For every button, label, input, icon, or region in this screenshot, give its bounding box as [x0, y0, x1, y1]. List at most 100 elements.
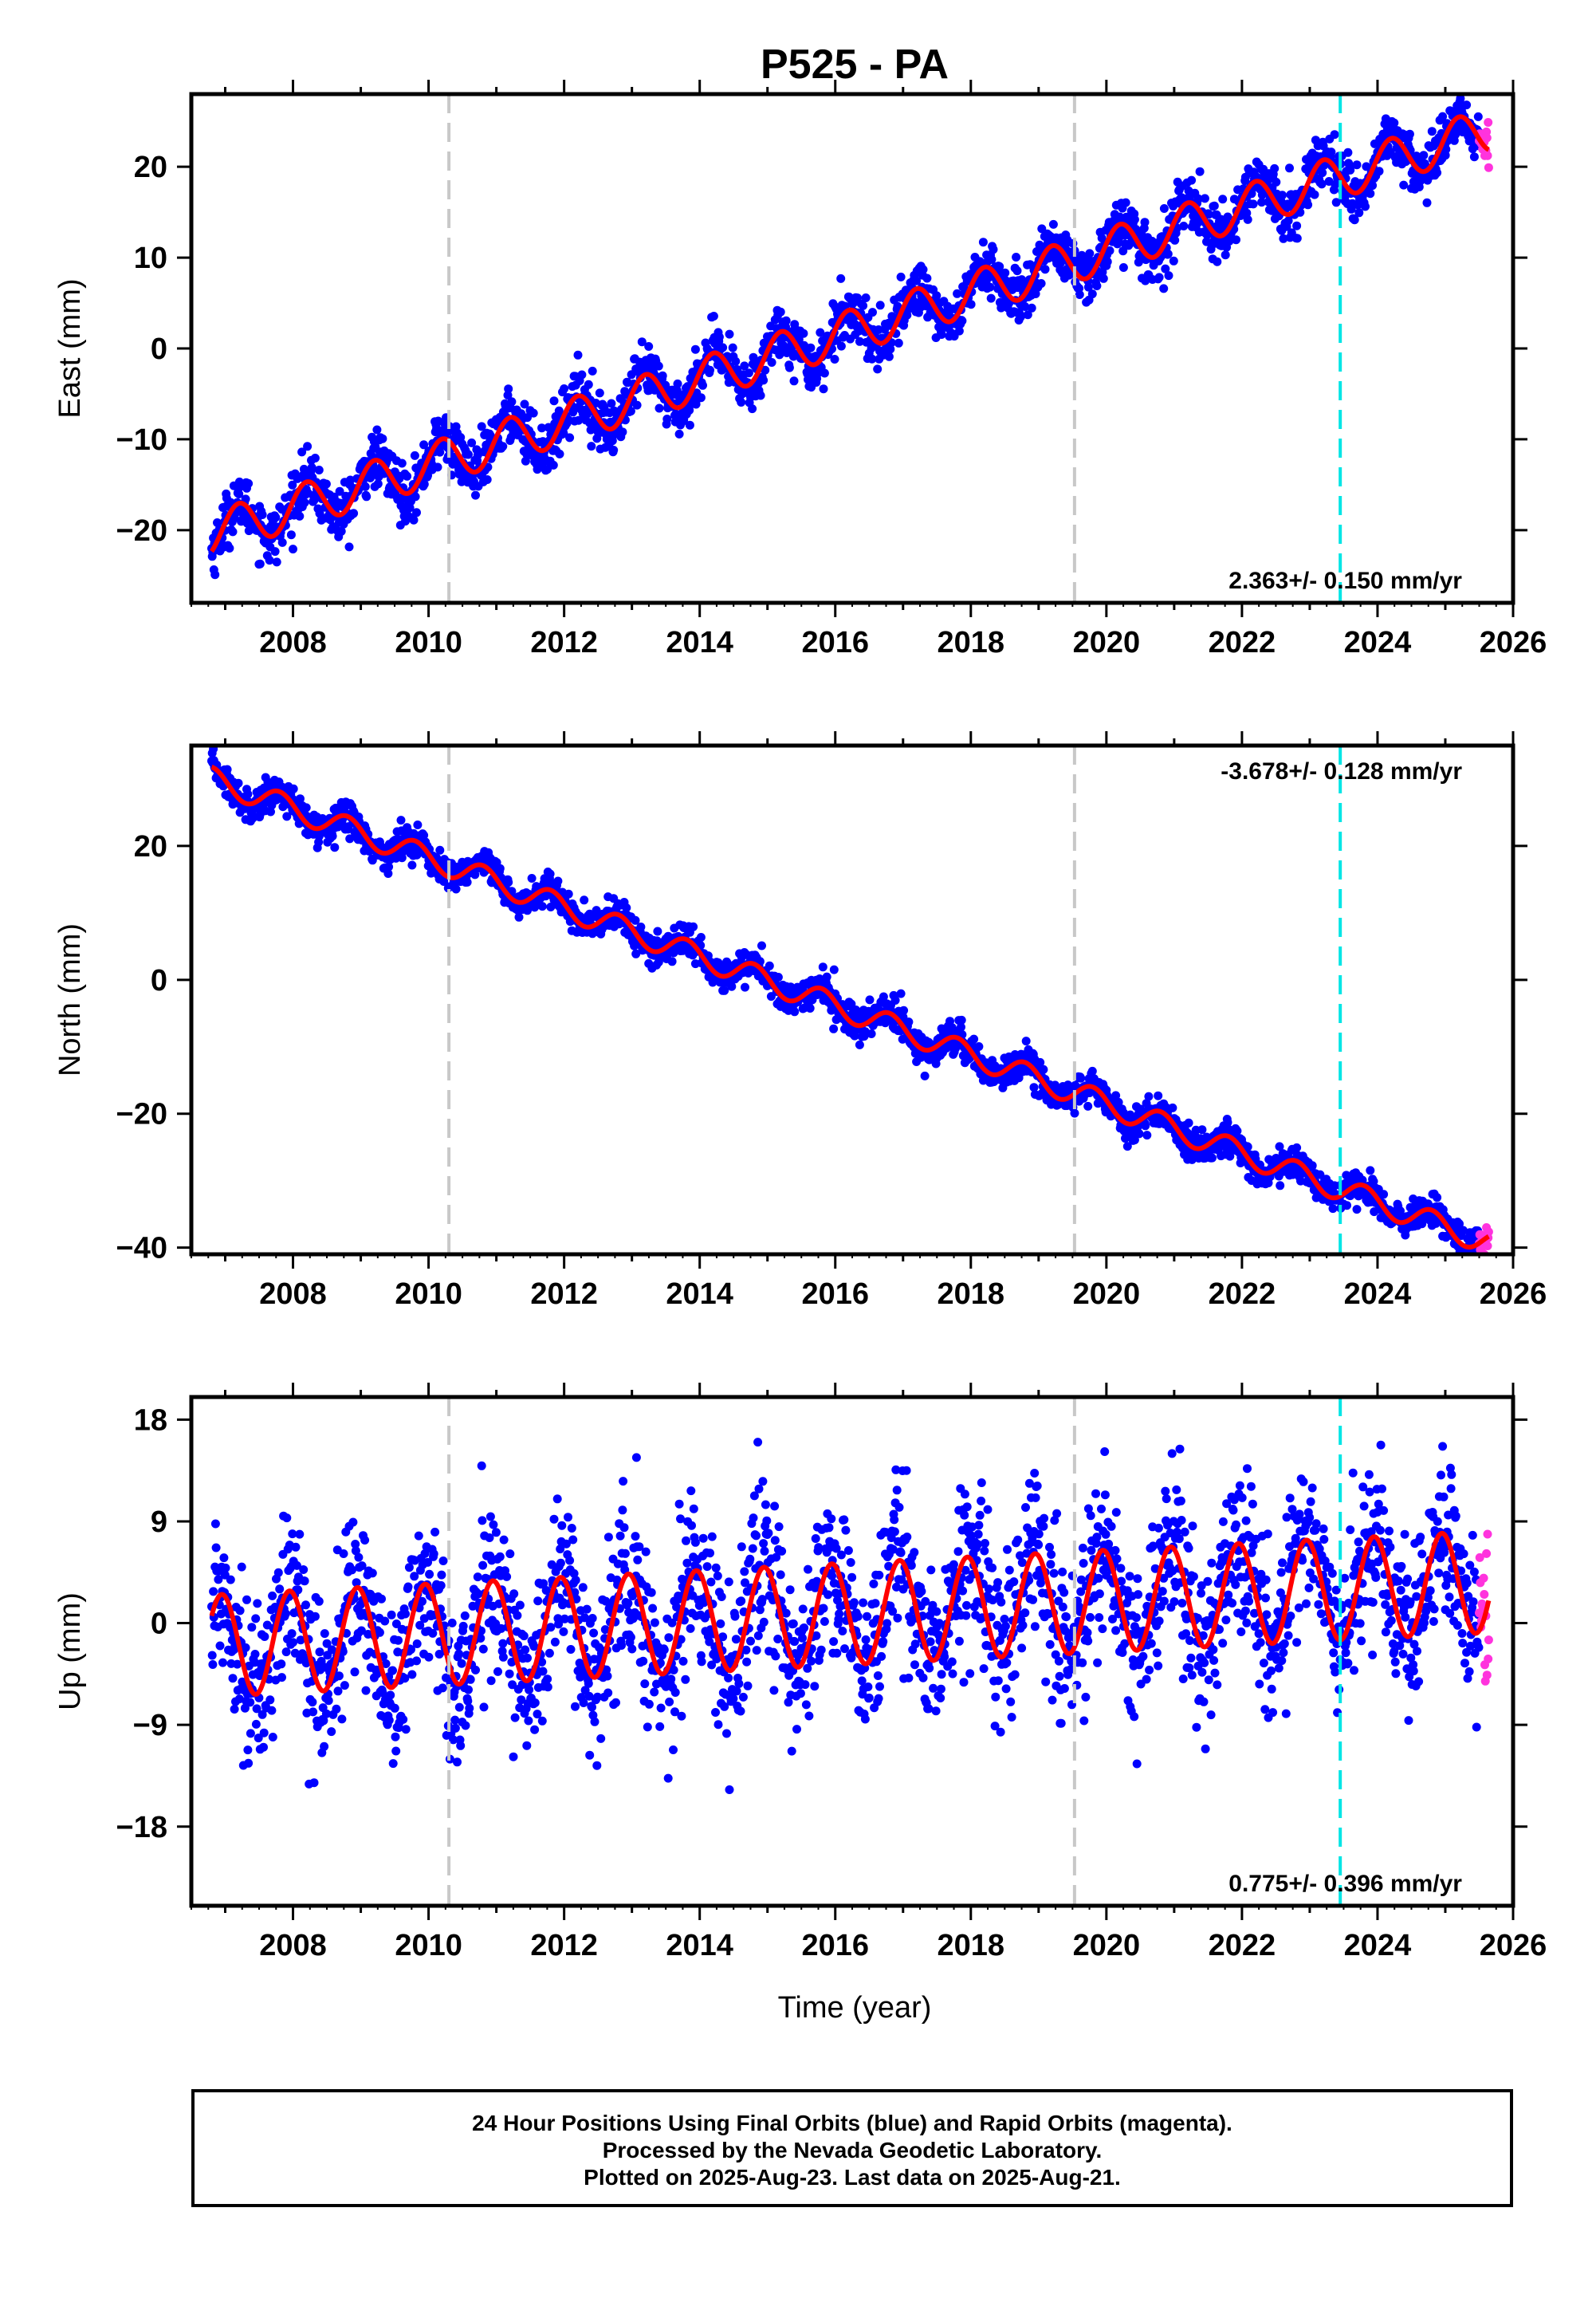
- final-orbit-point: [1279, 234, 1288, 243]
- final-orbit-point: [1342, 1201, 1351, 1210]
- final-orbit-point: [289, 545, 297, 554]
- x-tick-label: 2018: [938, 626, 1005, 659]
- final-orbit-point: [1456, 94, 1465, 103]
- final-orbit-point: [295, 511, 305, 521]
- final-orbit-point: [360, 482, 370, 491]
- final-orbit-point: [696, 933, 706, 942]
- final-orbit-point: [1317, 179, 1327, 189]
- final-orbit-point: [397, 458, 407, 468]
- final-orbit-point: [1154, 273, 1164, 282]
- final-orbit-point: [1283, 216, 1293, 226]
- x-tick-label: 2020: [1073, 1277, 1141, 1311]
- final-orbit-point: [920, 1071, 930, 1080]
- final-orbit-point: [553, 876, 563, 886]
- final-orbit-point: [875, 301, 885, 310]
- final-orbit-point: [986, 293, 996, 303]
- final-orbit-point: [549, 396, 559, 406]
- final-orbit-point: [698, 380, 707, 390]
- final-orbit-point: [419, 440, 429, 450]
- final-orbit-point: [995, 262, 1004, 271]
- final-orbit-point: [789, 376, 799, 386]
- final-orbit-point: [396, 816, 406, 825]
- x-tick-label: 2008: [259, 1277, 327, 1311]
- rapid-orbit-point: [1483, 151, 1492, 160]
- final-orbit-point: [1037, 224, 1047, 234]
- final-orbit-point: [974, 1042, 984, 1051]
- final-orbit-point: [1469, 152, 1479, 162]
- final-orbit-point: [1118, 246, 1128, 256]
- final-orbit-point: [904, 304, 914, 313]
- x-tick-label: 2026: [1480, 626, 1547, 659]
- final-orbit-point: [655, 403, 664, 413]
- final-orbit-point: [865, 995, 875, 1005]
- final-orbit-point: [618, 427, 627, 437]
- final-orbit-point: [215, 1641, 225, 1651]
- final-orbit-point: [1020, 302, 1030, 311]
- final-orbit-point: [1023, 310, 1032, 320]
- final-orbit-point: [896, 272, 906, 281]
- final-orbit-point: [529, 408, 538, 418]
- final-orbit-point: [894, 338, 903, 348]
- final-orbit-point: [1352, 160, 1362, 170]
- final-orbit-point: [725, 329, 734, 339]
- final-orbit-point: [685, 420, 694, 430]
- final-orbit-point: [1399, 180, 1409, 190]
- final-orbit-point: [728, 343, 737, 352]
- final-orbit-point: [607, 399, 616, 408]
- final-orbit-point: [1000, 268, 1010, 277]
- final-orbit-point: [321, 479, 331, 489]
- final-orbit-point: [674, 429, 684, 439]
- final-orbit-point: [636, 923, 646, 931]
- final-orbit-point: [226, 1575, 235, 1584]
- final-orbit-point: [537, 423, 547, 433]
- rapid-orbit-point: [1484, 118, 1493, 127]
- rapid-orbit-point: [1484, 163, 1493, 172]
- final-orbit-point: [1118, 263, 1128, 272]
- y-tick-label: −10: [116, 423, 167, 457]
- final-orbit-point: [225, 544, 234, 553]
- final-orbit-point: [1243, 214, 1252, 224]
- final-orbit-point: [966, 300, 976, 309]
- plot-area: [207, 746, 1493, 1254]
- y-axis-label: East (mm): [53, 278, 87, 418]
- final-orbit-point: [1179, 222, 1189, 230]
- final-orbit-point: [1200, 194, 1209, 203]
- final-orbit-point: [1272, 177, 1281, 187]
- final-orbit-point: [507, 397, 517, 407]
- final-orbit-point: [1248, 199, 1258, 209]
- final-orbit-point: [904, 1017, 914, 1027]
- final-orbit-point: [776, 307, 785, 317]
- final-orbit-point: [344, 542, 354, 552]
- final-orbit-point: [1208, 1153, 1217, 1163]
- final-orbit-point: [861, 293, 871, 302]
- final-orbit-point: [315, 509, 324, 518]
- final-orbit-point: [855, 1040, 864, 1049]
- final-orbit-point: [1441, 144, 1451, 154]
- final-orbit-point: [1048, 219, 1058, 229]
- final-orbit-point: [1092, 281, 1102, 290]
- final-orbit-point: [1232, 1126, 1242, 1135]
- final-orbit-point: [767, 358, 776, 367]
- final-orbit-point: [1366, 1166, 1375, 1175]
- final-orbit-point: [1422, 198, 1432, 207]
- final-orbit-point: [756, 391, 765, 400]
- y-axis-label: North (mm): [53, 923, 87, 1076]
- final-orbit-point: [1075, 290, 1084, 299]
- final-orbit-point: [867, 354, 877, 364]
- final-orbit-point: [800, 340, 809, 350]
- model-line: [210, 114, 1490, 553]
- final-orbit-point: [759, 376, 769, 385]
- final-orbit-point: [210, 570, 220, 580]
- final-orbit-point: [822, 972, 831, 982]
- final-orbit-point: [1295, 207, 1305, 217]
- y-tick-label: 0: [151, 964, 167, 998]
- final-orbit-point: [868, 308, 877, 317]
- final-orbit-point: [1197, 1125, 1207, 1135]
- final-orbit-point: [1134, 1129, 1144, 1139]
- final-orbit-point: [409, 515, 419, 525]
- final-orbit-point: [1331, 198, 1341, 207]
- final-orbit-point: [1366, 189, 1375, 199]
- final-orbit-point: [265, 556, 274, 565]
- final-orbit-point: [1204, 210, 1213, 219]
